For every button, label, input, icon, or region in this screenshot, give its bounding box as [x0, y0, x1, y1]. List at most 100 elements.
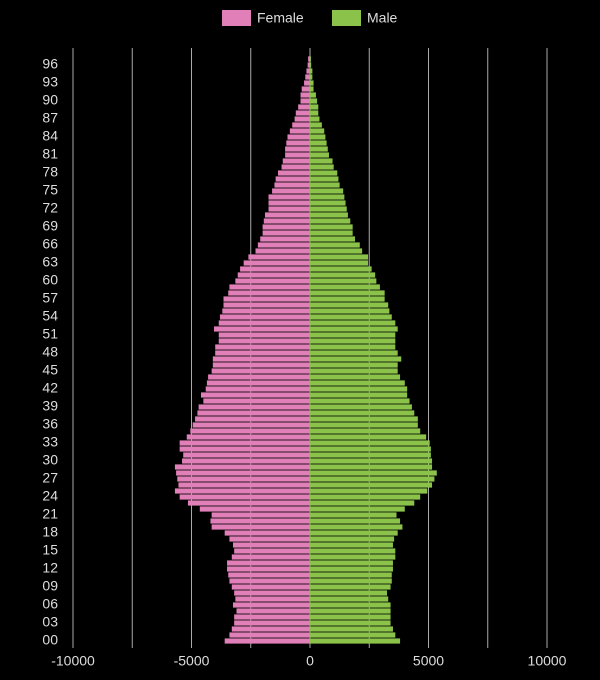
bar: [310, 116, 320, 122]
y-tick-label: 93: [42, 74, 58, 90]
bar: [255, 248, 310, 254]
bar: [310, 482, 433, 488]
bar: [298, 104, 310, 110]
y-tick-label: 30: [42, 452, 58, 468]
bar: [218, 332, 310, 338]
bar: [228, 572, 310, 578]
bar: [310, 452, 431, 458]
bar: [310, 134, 326, 140]
bar: [310, 194, 345, 200]
bar: [301, 86, 310, 92]
bar: [208, 374, 310, 380]
bar: [310, 146, 328, 152]
y-tick-label: 18: [42, 524, 58, 540]
bar: [310, 140, 327, 146]
bar: [223, 302, 310, 308]
bar: [310, 368, 398, 374]
bar: [263, 218, 310, 224]
bar: [295, 110, 310, 116]
bar: [310, 260, 369, 266]
bar: [310, 182, 340, 188]
bar: [310, 302, 389, 308]
y-tick-label: 27: [42, 470, 58, 486]
bar: [257, 242, 310, 248]
bar: [310, 386, 408, 392]
bar: [218, 320, 310, 326]
bar: [310, 626, 393, 632]
bar: [232, 542, 310, 548]
bar: [272, 188, 310, 194]
bar: [310, 110, 319, 116]
bar: [310, 398, 410, 404]
y-tick-label: 69: [42, 218, 58, 234]
bar: [229, 536, 310, 542]
bar: [310, 440, 430, 446]
y-tick-label: 24: [42, 488, 58, 504]
bar: [310, 266, 372, 272]
bar: [310, 404, 412, 410]
bar: [310, 434, 427, 440]
bar: [187, 500, 310, 506]
bar: [268, 194, 310, 200]
bar: [234, 590, 310, 596]
bar: [281, 164, 310, 170]
bar: [310, 104, 319, 110]
bar: [310, 578, 392, 584]
bar: [310, 230, 353, 236]
bar: [179, 440, 310, 446]
bar: [310, 152, 329, 158]
y-tick-label: 06: [42, 596, 58, 612]
bar: [310, 356, 402, 362]
bar: [310, 602, 391, 608]
legend-label: Female: [257, 10, 304, 26]
bar: [310, 158, 333, 164]
bar: [310, 164, 334, 170]
bar: [308, 56, 310, 62]
bar: [310, 338, 396, 344]
bar: [310, 374, 401, 380]
bar: [310, 362, 398, 368]
bar: [310, 590, 388, 596]
legend-swatch: [332, 10, 361, 26]
bar: [310, 596, 389, 602]
bar: [310, 380, 405, 386]
bar: [268, 200, 310, 206]
bar: [205, 386, 310, 392]
bar: [227, 560, 310, 566]
bar: [310, 584, 391, 590]
y-tick-label: 54: [42, 308, 58, 324]
y-tick-label: 45: [42, 362, 58, 378]
bar: [212, 362, 310, 368]
bar: [310, 464, 433, 470]
bar: [174, 464, 310, 470]
bar: [310, 344, 396, 350]
bar: [229, 578, 310, 584]
x-tick-label: 5000: [413, 653, 444, 669]
legend-swatch: [222, 10, 251, 26]
bar: [310, 494, 421, 500]
bar: [310, 254, 369, 260]
bar: [199, 506, 310, 512]
bar: [310, 518, 401, 524]
bar: [198, 404, 310, 410]
bar: [310, 614, 391, 620]
bar: [231, 626, 310, 632]
bar: [234, 548, 310, 554]
bar: [228, 290, 310, 296]
y-tick-label: 72: [42, 200, 58, 216]
y-tick-label: 51: [42, 326, 58, 342]
bar: [310, 86, 314, 92]
bar: [294, 116, 310, 122]
y-tick-label: 57: [42, 290, 58, 306]
x-tick-label: 0: [306, 653, 314, 669]
bar: [211, 368, 310, 374]
bar: [260, 236, 310, 242]
y-tick-label: 36: [42, 416, 58, 432]
bar: [310, 314, 392, 320]
bar: [310, 410, 415, 416]
bar: [310, 416, 418, 422]
bar: [262, 224, 310, 230]
bar: [310, 236, 356, 242]
